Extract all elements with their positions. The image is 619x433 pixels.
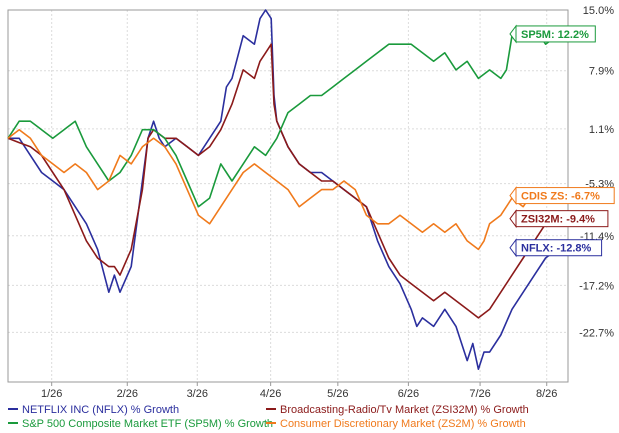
end-value-tags: NFLX: -12.8% ZSI32M: -9.4% SP5M: 12.2% CDIS… xyxy=(509,24,615,258)
legend-entry: Consumer Discretionary Market (ZS2M) % G… xyxy=(280,418,526,430)
x-tick-label: 7/26 xyxy=(469,388,490,400)
legend-entry: NETFLIX INC (NFLX) % Growth xyxy=(22,404,179,416)
legend-entry: Broadcasting-Radio/Tv Market (ZSI32M) % … xyxy=(280,404,529,416)
series-line-s-p-500-composite-market-etf-sp5m-growth xyxy=(7,26,569,208)
legend-entry: S&P 500 Composite Market ETF (SP5M) % Gr… xyxy=(22,418,273,430)
end-tag-box xyxy=(515,187,615,205)
x-tick-label: 4/26 xyxy=(260,388,281,400)
y-tick-label: -22.7% xyxy=(579,327,614,339)
end-tag-label: ZSI32M: -9.4% xyxy=(521,214,595,226)
grid-lines xyxy=(8,9,568,382)
y-tick-label: 1.1% xyxy=(589,124,614,136)
x-tick-label: 2/26 xyxy=(117,388,138,400)
y-tick-label: 15.0% xyxy=(583,5,614,17)
x-tick-label: 5/26 xyxy=(327,388,348,400)
x-tick-label: 3/26 xyxy=(187,388,208,400)
x-tick-label: 6/26 xyxy=(398,388,419,400)
series-line-consumer-discretionary-market-zs2m-growth xyxy=(7,128,569,251)
y-tick-label: 7.9% xyxy=(589,66,614,78)
y-tick-label: -17.2% xyxy=(579,280,614,292)
end-tag-label: SP5M: 12.2% xyxy=(521,29,589,41)
x-axis-ticks: 1/26 2/26 3/26 4/26 5/26 6/26 7/26 8/26 xyxy=(41,382,557,400)
end-tag-box xyxy=(515,25,596,43)
x-tick-label: 1/26 xyxy=(41,388,62,400)
x-tick-label: 8/26 xyxy=(536,388,557,400)
end-tag-box xyxy=(515,239,603,257)
legend: NETFLIX INC (NFLX) % Growth Broadcasting-… xyxy=(8,404,529,430)
end-tag-box xyxy=(515,210,609,228)
series-lines xyxy=(7,9,570,370)
end-tag-label: CDIS ZS: -6.7% xyxy=(521,191,600,203)
end-tag-label: NFLX: -12.8% xyxy=(521,243,592,255)
series-line-broadcasting-radio-tv-market-zsi32m-growth xyxy=(7,43,569,319)
